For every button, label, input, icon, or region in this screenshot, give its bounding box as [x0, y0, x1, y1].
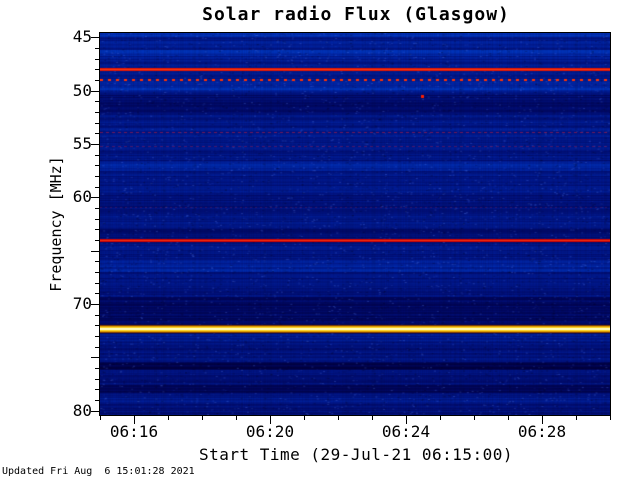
x-major-tick [406, 416, 407, 424]
x-minor-tick [338, 416, 339, 420]
x-minor-tick [304, 416, 305, 420]
x-minor-tick [440, 416, 441, 420]
x-tick-label: 06:16 [109, 422, 159, 441]
y-major-tick [91, 91, 99, 92]
y-major-tick [91, 304, 99, 305]
x-minor-tick [474, 416, 475, 420]
y-major-tick [91, 357, 99, 358]
y-minor-tick [95, 112, 99, 113]
y-major-tick [91, 411, 99, 412]
y-minor-tick [95, 336, 99, 337]
y-minor-tick [95, 240, 99, 241]
y-minor-tick [95, 133, 99, 134]
updated-timestamp: Updated Fri Aug 6 15:01:28 2021 [2, 466, 195, 477]
x-tick-label: 06:24 [381, 422, 431, 441]
y-minor-tick [95, 80, 99, 81]
y-tick-label: 60 [72, 187, 92, 206]
y-minor-tick [95, 208, 99, 209]
chart-title: Solar radio Flux (Glasgow) [202, 4, 510, 25]
y-minor-tick [95, 219, 99, 220]
x-axis-title: Start Time (29-Jul-21 06:15:00) [198, 445, 514, 464]
y-minor-tick [95, 59, 99, 60]
y-major-tick [91, 37, 99, 38]
x-minor-tick [168, 416, 169, 420]
y-tick-label: 45 [72, 27, 92, 46]
spectrogram-canvas [100, 33, 610, 415]
y-tick-label: 55 [72, 134, 92, 153]
x-minor-tick [372, 416, 373, 420]
y-minor-tick [95, 325, 99, 326]
y-minor-tick [95, 48, 99, 49]
y-major-tick [91, 197, 99, 198]
x-tick-label: 06:20 [245, 422, 295, 441]
y-minor-tick [95, 123, 99, 124]
x-minor-tick [100, 416, 101, 420]
y-minor-tick [95, 272, 99, 273]
y-minor-tick [95, 229, 99, 230]
y-minor-tick [95, 368, 99, 369]
y-minor-tick [95, 389, 99, 390]
y-tick-label: 80 [72, 401, 92, 420]
x-minor-tick [576, 416, 577, 420]
y-minor-tick [95, 293, 99, 294]
y-minor-tick [95, 261, 99, 262]
y-minor-tick [95, 101, 99, 102]
y-minor-tick [95, 400, 99, 401]
x-minor-tick [610, 416, 611, 420]
x-major-tick [134, 416, 135, 424]
plot-frame [99, 32, 611, 416]
y-minor-tick [95, 379, 99, 380]
x-tick-label: 06:28 [517, 422, 567, 441]
y-major-tick [91, 144, 99, 145]
y-minor-tick [95, 165, 99, 166]
y-minor-tick [95, 315, 99, 316]
y-minor-tick [95, 69, 99, 70]
x-major-tick [270, 416, 271, 424]
y-minor-tick [95, 347, 99, 348]
y-minor-tick [95, 187, 99, 188]
x-major-tick [542, 416, 543, 424]
y-major-tick [91, 251, 99, 252]
x-minor-tick [202, 416, 203, 420]
y-minor-tick [95, 176, 99, 177]
x-minor-tick [508, 416, 509, 420]
y-tick-label: 50 [72, 81, 92, 100]
y-tick-label: 70 [72, 294, 92, 313]
y-minor-tick [95, 283, 99, 284]
x-minor-tick [236, 416, 237, 420]
y-minor-tick [95, 155, 99, 156]
